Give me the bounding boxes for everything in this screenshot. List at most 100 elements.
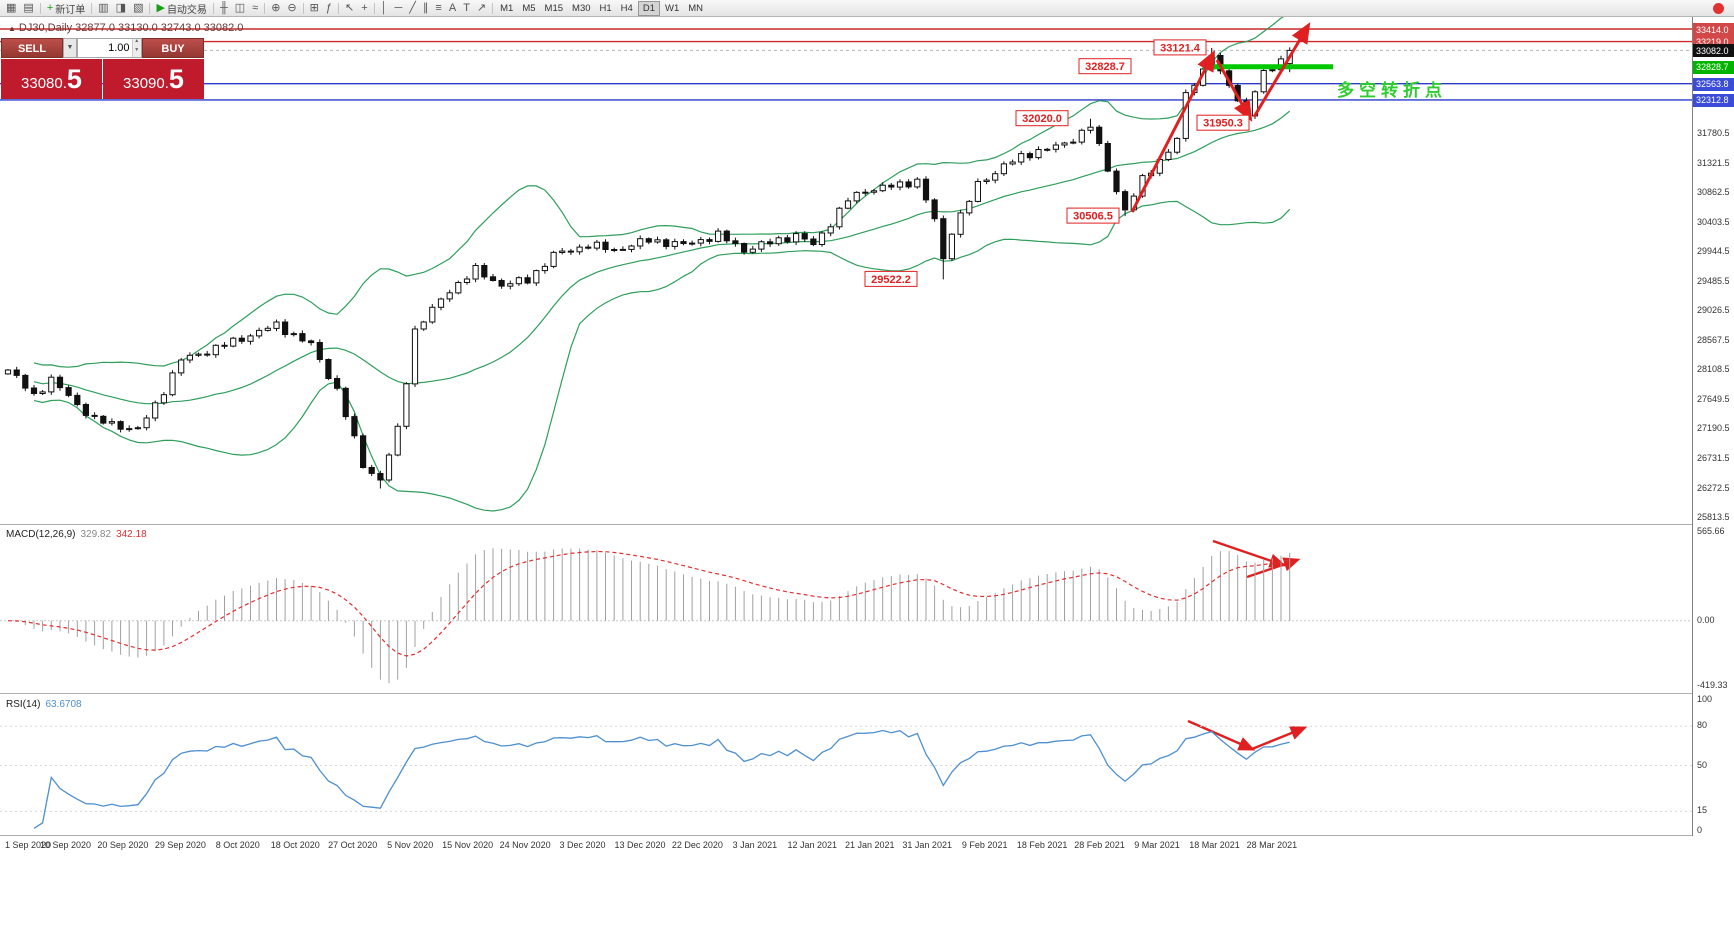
macd-scale-max: 565.66	[1697, 526, 1725, 536]
channel-icon: ∥	[422, 1, 429, 14]
label-button[interactable]: T	[460, 1, 473, 16]
buy-price-display[interactable]: 33090. 5	[103, 59, 204, 99]
line-mode-button[interactable]: ≈	[249, 1, 261, 16]
date-tick: 1 Sep 2020	[4, 840, 52, 850]
candles-mode-button[interactable]: ◫	[232, 1, 248, 16]
trade-prices-row: 33080. 5 33090. 5	[1, 59, 204, 99]
new-order-icon: +	[46, 1, 54, 14]
fibonacci-button[interactable]: ≡	[432, 1, 444, 16]
navigator-button[interactable]: ▧	[130, 1, 146, 16]
date-tick: 22 Dec 2020	[671, 840, 723, 850]
cursor-button[interactable]: ↖	[342, 1, 357, 16]
crosshair-button[interactable]: +	[358, 1, 370, 16]
rsi-scale-label: 50	[1697, 759, 1708, 770]
sell-button[interactable]: SELL	[1, 38, 63, 58]
price-scale[interactable]: 31780.5 31321.5 30862.5 30403.5 29944.5 29485…	[1692, 17, 1734, 836]
rsi-arrows[interactable]	[1187, 719, 1308, 751]
rsi-line	[33, 729, 1290, 829]
arrows-button[interactable]: ↗	[474, 1, 489, 16]
text-button[interactable]: A	[446, 1, 459, 16]
bars-mode-icon: ╫	[219, 1, 228, 14]
horizontal-line-icon: ─	[394, 1, 403, 14]
channel-button[interactable]: ∥	[420, 1, 432, 16]
price-scale-label: 29026.5	[1697, 305, 1730, 316]
timeframe-mn[interactable]: MN	[688, 2, 704, 14]
price-scale-label: 29485.5	[1697, 275, 1730, 286]
price-tag-red: 33414.0	[1693, 23, 1734, 36]
navigator-icon: ▧	[133, 1, 144, 14]
rsi-name: RSI(14)	[6, 699, 41, 710]
autotrading-button[interactable]: ▶ 自动交易	[153, 1, 209, 16]
date-tick: 12 Jan 2021	[787, 840, 838, 850]
macd-value: 329.82	[80, 529, 112, 540]
collapse-panel-icon[interactable]: ▲	[8, 24, 16, 33]
timeframe-d1[interactable]: D1	[637, 0, 660, 16]
svg-text:32828.7: 32828.7	[1085, 61, 1125, 73]
timeframe-m15[interactable]: M15	[544, 2, 564, 14]
vertical-line-button[interactable]: │	[378, 1, 391, 16]
zoom-in-button[interactable]: ⊕	[268, 1, 283, 16]
sell-price-display[interactable]: 33080. 5	[1, 59, 102, 99]
bars-mode-button[interactable]: ╫	[217, 1, 231, 16]
price-annotation-labels[interactable]: 33121.4 32828.7 32020.0 31950.3 30506.5 29522…	[864, 39, 1250, 287]
market-watch-icon: ▥	[98, 1, 109, 14]
volume-down-icon[interactable]: ▼	[132, 48, 141, 57]
alert-icon[interactable]	[1713, 2, 1724, 14]
new-chart-button[interactable]: ▦	[3, 1, 19, 16]
horizontal-level-lines[interactable]	[0, 28, 1692, 101]
timeframe-m1[interactable]: M1	[500, 2, 514, 14]
toolbar-separator	[212, 2, 214, 14]
data-window-button[interactable]: ◨	[113, 1, 129, 16]
zoom-in-icon: ⊕	[271, 1, 281, 14]
label-icon: T	[463, 1, 470, 14]
date-tick: 5 Nov 2020	[387, 840, 434, 850]
volume-up-icon[interactable]: ▲	[132, 39, 141, 48]
horizontal-line-button[interactable]: ─	[392, 1, 406, 16]
indicators-button[interactable]: ƒ	[323, 1, 335, 16]
new-chart-icon: ▦	[6, 1, 17, 14]
one-click-trading-panel: SELL ▼ ▲ ▼ BUY 33080.5 33090.5	[1, 38, 204, 99]
price-tag-blue: 32312.8	[1693, 93, 1734, 107]
trendline-button[interactable]: ╱	[406, 1, 419, 16]
volume-field-wrap: ▲ ▼	[77, 38, 142, 58]
date-tick: 9 Mar 2021	[1134, 840, 1180, 850]
date-tick: 15 Nov 2020	[442, 840, 494, 850]
date-axis[interactable]: 1 Sep 2020 10 Sep 2020 20 Sep 2020 29 Sep 2…	[0, 836, 1692, 856]
buy-price-main: 33090.	[123, 75, 169, 92]
volume-dropdown-icon[interactable]: ▼	[63, 38, 77, 58]
text-icon: A	[448, 1, 457, 14]
toolbar-separator	[492, 2, 494, 14]
svg-text:29522.2: 29522.2	[871, 274, 911, 286]
buy-button[interactable]: BUY	[142, 38, 204, 58]
date-tick: 24 Nov 2020	[499, 840, 551, 850]
chart-title: ▲ DJ30,Daily 32877.0 33130.0 32743.0 3308…	[8, 22, 243, 34]
price-scale-label: 28108.5	[1697, 364, 1730, 375]
toolbar-separator	[91, 2, 93, 14]
panel-separators[interactable]	[0, 524, 1734, 836]
price-tag-black: 33082.0	[1693, 44, 1734, 58]
profiles-button[interactable]: ▤	[20, 1, 36, 16]
trend-arrows[interactable]	[1130, 22, 1311, 213]
timeframe-h4[interactable]: H4	[620, 2, 633, 14]
line-mode-icon: ≈	[252, 1, 259, 14]
timeframe-m30[interactable]: M30	[572, 2, 591, 14]
market-watch-button[interactable]: ▥	[95, 1, 111, 16]
price-scale-label: 31780.5	[1697, 128, 1730, 139]
trade-controls-row: SELL ▼ ▲ ▼ BUY	[1, 38, 204, 58]
timeframe-h1[interactable]: H1	[599, 2, 612, 14]
price-scale-label: 30403.5	[1697, 216, 1730, 227]
date-tick: 18 Feb 2021	[1016, 840, 1068, 850]
date-tick: 9 Feb 2021	[961, 840, 1008, 850]
zoom-out-button[interactable]: ⊖	[284, 1, 299, 16]
price-scale-label: 30862.5	[1697, 187, 1730, 198]
date-tick: 28 Mar 2021	[1246, 840, 1298, 850]
timeframe-w1[interactable]: W1	[664, 2, 680, 14]
new-order-button[interactable]: + 新订单	[44, 1, 88, 16]
timeframe-m5[interactable]: M5	[522, 2, 536, 14]
toolbar-separator	[39, 2, 41, 14]
price-scale-label: 25813.5	[1697, 512, 1730, 522]
tile-windows-button[interactable]: ⊞	[307, 1, 322, 16]
volume-input[interactable]	[78, 39, 132, 57]
rsi-scale-label: 15	[1697, 805, 1708, 816]
